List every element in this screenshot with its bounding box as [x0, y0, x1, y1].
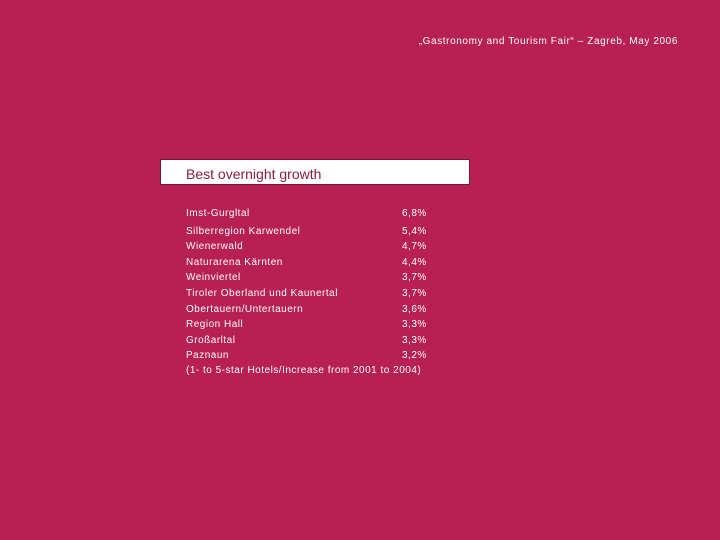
region-name: Region Hall	[186, 319, 244, 331]
region-name: Weinviertel	[186, 272, 241, 284]
growth-value: 3,2%	[402, 350, 427, 362]
list-item: Weinviertel 3,7%	[186, 270, 436, 286]
footnote: (1- to 5-star Hotels/Increase from 2001 …	[186, 365, 422, 376]
growth-value: 3,7%	[402, 272, 427, 284]
growth-value: 3,7%	[402, 287, 427, 299]
growth-value: 3,6%	[402, 303, 427, 315]
page-title: Best overnight growth	[186, 166, 322, 182]
region-name: Imst-Gurgltal	[186, 208, 250, 219]
list-item: Region Hall 3,3%	[186, 317, 436, 333]
region-name: Obertauern/Untertauern	[186, 303, 304, 315]
list-item: Wienerwald 4,7%	[186, 239, 436, 255]
growth-value: 4,4%	[402, 256, 427, 268]
list-item: Naturarena Kärnten 4,4%	[186, 255, 436, 271]
list-item: Imst-Gurgltal 6,8%	[186, 206, 436, 222]
growth-value: 4,7%	[402, 241, 427, 253]
list-item: Silberregion Karwendel 5,4%	[186, 224, 436, 240]
title-box: Best overnight growth	[160, 159, 470, 185]
region-name: Paznaun	[186, 350, 229, 362]
growth-value: 5,4%	[402, 225, 427, 237]
region-name: Naturarena Kärnten	[186, 256, 283, 268]
growth-value: 3,3%	[402, 334, 427, 346]
header-text: „Gastronomy and Tourism Fair“ – Zagreb, …	[418, 36, 678, 47]
list-item: Paznaun 3,2%	[186, 348, 436, 364]
region-name: Wienerwald	[186, 241, 244, 253]
region-name: Silberregion Karwendel	[186, 225, 301, 237]
region-name: Großarltal	[186, 334, 236, 346]
growth-list: Imst-Gurgltal 6,8% Silberregion Karwende…	[186, 206, 436, 364]
growth-value: 6,8%	[402, 208, 427, 219]
list-item: Obertauern/Untertauern 3,6%	[186, 302, 436, 318]
list-item: Großarltal 3,3%	[186, 333, 436, 349]
region-name: Tiroler Oberland und Kaunertal	[186, 287, 338, 299]
list-item: Tiroler Oberland und Kaunertal 3,7%	[186, 286, 436, 302]
growth-value: 3,3%	[402, 319, 427, 331]
